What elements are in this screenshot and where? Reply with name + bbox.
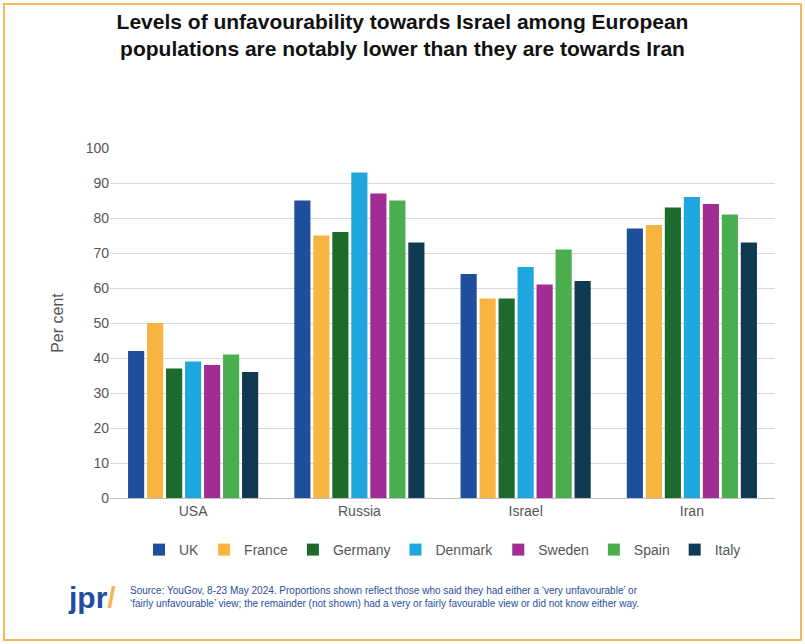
svg-text:Source: YouGov, 8-23 May 2024.: Source: YouGov, 8-23 May 2024. Proportio…: [130, 585, 639, 609]
svg-text:jpr/: jpr/: [68, 581, 116, 614]
svg-text:France: France: [244, 542, 288, 558]
svg-text:USA: USA: [179, 503, 208, 519]
svg-text:Italy: Italy: [715, 542, 741, 558]
svg-text:90: 90: [93, 175, 109, 191]
svg-text:Germany: Germany: [333, 542, 391, 558]
svg-text:10: 10: [93, 455, 109, 471]
svg-text:Israel: Israel: [509, 503, 543, 519]
svg-text:80: 80: [93, 210, 109, 226]
svg-text:Spain: Spain: [634, 542, 670, 558]
svg-text:70: 70: [93, 245, 109, 261]
svg-text:Levels of unfavourability towa: Levels of unfavourability towards Israel…: [117, 10, 689, 60]
svg-text:Denmark: Denmark: [435, 542, 493, 558]
svg-text:30: 30: [93, 385, 109, 401]
svg-text:100: 100: [86, 140, 110, 156]
svg-text:Iran: Iran: [680, 503, 704, 519]
svg-text:Per cent: Per cent: [49, 293, 66, 353]
svg-text:Sweden: Sweden: [538, 542, 589, 558]
svg-text:0: 0: [101, 490, 109, 506]
svg-text:UK: UK: [179, 542, 199, 558]
svg-text:60: 60: [93, 280, 109, 296]
svg-text:40: 40: [93, 350, 109, 366]
svg-text:50: 50: [93, 315, 109, 331]
svg-text:Russia: Russia: [338, 503, 381, 519]
svg-text:20: 20: [93, 420, 109, 436]
